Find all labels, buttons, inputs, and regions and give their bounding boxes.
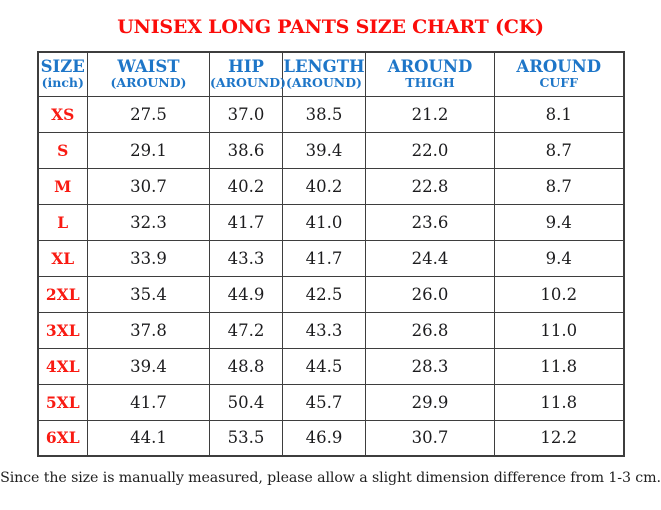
measurement-value: 53.5 bbox=[209, 419, 283, 457]
column-header-around-cuff: AROUND CUFF bbox=[494, 51, 624, 97]
measurement-value: 30.7 bbox=[365, 419, 495, 457]
measurement-value: 41.0 bbox=[282, 203, 366, 241]
measurement-value: 45.7 bbox=[282, 383, 366, 421]
measurement-value: 11.0 bbox=[494, 311, 624, 349]
measurement-value: 12.2 bbox=[494, 419, 624, 457]
measurement-value: 40.2 bbox=[209, 167, 283, 205]
measurement-disclaimer: Since the size is manually measured, ple… bbox=[0, 470, 661, 486]
size-label: 2XL bbox=[37, 275, 88, 313]
measurement-value: 22.8 bbox=[365, 167, 495, 205]
measurement-value: 40.2 bbox=[282, 167, 366, 205]
measurement-value: 48.8 bbox=[209, 347, 283, 385]
size-label: XS bbox=[37, 95, 88, 133]
measurement-value: 24.4 bbox=[365, 239, 495, 277]
measurement-value: 41.7 bbox=[87, 383, 210, 421]
table-header: SIZE (inch) WAIST (AROUND) HIP (AROUND) LENGTH… bbox=[37, 51, 624, 97]
size-label: 5XL bbox=[37, 383, 88, 421]
column-header-line1: AROUND bbox=[516, 56, 602, 76]
measurement-value: 30.7 bbox=[87, 167, 210, 205]
size-chart-table: SIZE (inch) WAIST (AROUND) HIP (AROUND) LENGTH… bbox=[36, 51, 625, 457]
column-header-around-thigh: AROUND THIGH bbox=[365, 51, 495, 97]
measurement-value: 44.9 bbox=[209, 275, 283, 313]
table-row-xs: XS 27.5 37.0 38.5 21.2 8.1 bbox=[37, 95, 624, 133]
measurement-value: 44.1 bbox=[87, 419, 210, 457]
table-row-m: M 30.7 40.2 40.2 22.8 8.7 bbox=[37, 167, 624, 205]
measurement-value: 21.2 bbox=[365, 95, 495, 133]
measurement-value: 28.3 bbox=[365, 347, 495, 385]
measurement-value: 39.4 bbox=[87, 347, 210, 385]
size-label: 4XL bbox=[37, 347, 88, 385]
table-row-2xl: 2XL 35.4 44.9 42.5 26.0 10.2 bbox=[37, 275, 624, 313]
size-label: L bbox=[37, 203, 88, 241]
column-header-size: SIZE (inch) bbox=[37, 51, 88, 97]
column-header-line1: WAIST bbox=[117, 56, 180, 76]
measurement-value: 44.5 bbox=[282, 347, 366, 385]
measurement-value: 37.0 bbox=[209, 95, 283, 133]
table-row-s: S 29.1 38.6 39.4 22.0 8.7 bbox=[37, 131, 624, 169]
column-header-waist: WAIST (AROUND) bbox=[87, 51, 210, 97]
measurement-value: 8.7 bbox=[494, 167, 624, 205]
measurement-value: 11.8 bbox=[494, 383, 624, 421]
table-row-xl: XL 33.9 43.3 41.7 24.4 9.4 bbox=[37, 239, 624, 277]
measurement-value: 47.2 bbox=[209, 311, 283, 349]
column-header-line1: SIZE bbox=[40, 56, 85, 76]
size-label: M bbox=[37, 167, 88, 205]
measurement-value: 23.6 bbox=[365, 203, 495, 241]
measurement-value: 50.4 bbox=[209, 383, 283, 421]
header-row: SIZE (inch) WAIST (AROUND) HIP (AROUND) LENGTH… bbox=[37, 51, 624, 97]
page-title: UNISEX LONG PANTS SIZE CHART (CK) bbox=[117, 16, 544, 38]
column-header-hip: HIP (AROUND) bbox=[209, 51, 286, 97]
measurement-value: 38.5 bbox=[282, 95, 366, 133]
size-label: XL bbox=[37, 239, 88, 277]
column-header-line1: LENGTH bbox=[283, 56, 365, 76]
column-header-line1: AROUND bbox=[387, 56, 473, 76]
measurement-value: 22.0 bbox=[365, 131, 495, 169]
table-row-6xl: 6XL 44.1 53.5 46.9 30.7 12.2 bbox=[37, 419, 624, 457]
measurement-value: 46.9 bbox=[282, 419, 366, 457]
measurement-value: 42.5 bbox=[282, 275, 366, 313]
size-label: 6XL bbox=[37, 419, 88, 457]
column-header-line2: CUFF bbox=[539, 74, 579, 90]
column-header-line2: (inch) bbox=[41, 74, 84, 90]
measurement-value: 41.7 bbox=[282, 239, 366, 277]
measurement-value: 26.8 bbox=[365, 311, 495, 349]
column-header-line2: THIGH bbox=[405, 74, 455, 90]
column-header-line1: HIP bbox=[228, 56, 264, 76]
table-row-3xl: 3XL 37.8 47.2 43.3 26.8 11.0 bbox=[37, 311, 624, 349]
measurement-value: 27.5 bbox=[87, 95, 210, 133]
measurement-value: 33.9 bbox=[87, 239, 210, 277]
measurement-value: 39.4 bbox=[282, 131, 366, 169]
column-header-length: LENGTH (AROUND) bbox=[282, 51, 366, 97]
measurement-value: 32.3 bbox=[87, 203, 210, 241]
column-header-line2: (AROUND) bbox=[210, 74, 286, 90]
table-row-l: L 32.3 41.7 41.0 23.6 9.4 bbox=[37, 203, 624, 241]
measurement-value: 9.4 bbox=[494, 239, 624, 277]
measurement-value: 35.4 bbox=[87, 275, 210, 313]
table-row-4xl: 4XL 39.4 48.8 44.5 28.3 11.8 bbox=[37, 347, 624, 385]
measurement-value: 11.8 bbox=[494, 347, 624, 385]
measurement-value: 38.6 bbox=[209, 131, 283, 169]
measurement-value: 26.0 bbox=[365, 275, 495, 313]
size-label: 3XL bbox=[37, 311, 88, 349]
measurement-value: 9.4 bbox=[494, 203, 624, 241]
measurement-value: 29.1 bbox=[87, 131, 210, 169]
measurement-value: 41.7 bbox=[209, 203, 283, 241]
measurement-value: 43.3 bbox=[209, 239, 283, 277]
column-header-line2: (AROUND) bbox=[286, 74, 362, 90]
measurement-value: 29.9 bbox=[365, 383, 495, 421]
measurement-value: 43.3 bbox=[282, 311, 366, 349]
measurement-value: 8.7 bbox=[494, 131, 624, 169]
table-body: XS 27.5 37.0 38.5 21.2 8.1 S 29.1 38.6 39.4 22.0 8.… bbox=[37, 95, 624, 457]
measurement-value: 37.8 bbox=[87, 311, 210, 349]
measurement-value: 10.2 bbox=[494, 275, 624, 313]
size-label: S bbox=[37, 131, 88, 169]
measurement-value: 8.1 bbox=[494, 95, 624, 133]
table-row-5xl: 5XL 41.7 50.4 45.7 29.9 11.8 bbox=[37, 383, 624, 421]
column-header-line2: (AROUND) bbox=[110, 74, 187, 90]
